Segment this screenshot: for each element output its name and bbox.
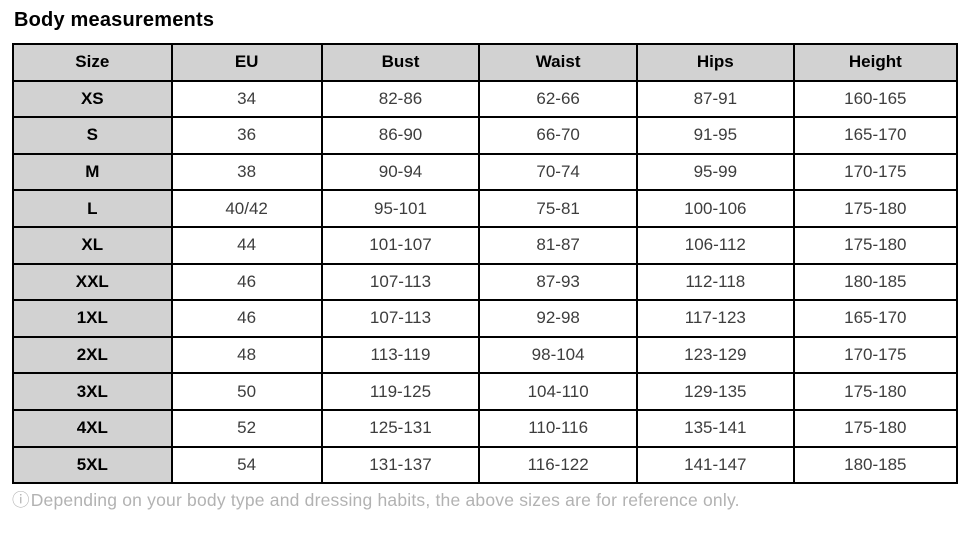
- value-cell: 123-129: [635, 335, 795, 375]
- value-cell: 86-90: [320, 116, 481, 155]
- table-row: 4XL 52 125-131 110-116 135-141 175-180: [12, 408, 959, 448]
- value-cell: 36: [170, 116, 323, 155]
- value-cell: 160-165: [792, 79, 959, 119]
- table-row: 2XL 48 113-119 98-104 123-129 170-175: [12, 335, 959, 375]
- value-cell: 175-180: [792, 189, 959, 228]
- value-cell: 62-66: [478, 79, 638, 119]
- value-cell: 113-119: [320, 335, 481, 375]
- value-cell: 90-94: [320, 152, 481, 192]
- value-cell: 46: [170, 262, 323, 302]
- table-row: L 40/42 95-101 75-81 100-106 175-180: [12, 189, 959, 228]
- table-row: M 38 90-94 70-74 95-99 170-175: [12, 152, 959, 192]
- col-header-height: Height: [792, 43, 959, 82]
- value-cell: 107-113: [320, 262, 481, 302]
- value-cell: 40/42: [170, 189, 323, 228]
- value-cell: 95-101: [320, 189, 481, 228]
- col-header-waist: Waist: [478, 43, 638, 82]
- value-cell: 116-122: [478, 445, 638, 485]
- value-cell: 175-180: [792, 408, 959, 448]
- footnote-text: Depending on your body type and dressing…: [30, 490, 740, 511]
- value-cell: 131-137: [320, 445, 481, 485]
- header-row: Size EU Bust Waist Hips Height: [12, 43, 959, 82]
- table-row: S 36 86-90 66-70 91-95 165-170: [12, 116, 959, 155]
- size-cell: 3XL: [12, 372, 173, 411]
- table-body: XS 34 82-86 62-66 87-91 160-165 S 36 86-90 66-70 9…: [12, 79, 959, 485]
- table-row: 1XL 46 107-113 92-98 117-123 165-170: [12, 299, 959, 338]
- value-cell: 180-185: [792, 445, 959, 485]
- size-chart-table: Size EU Bust Waist Hips Height XS 34 82-86…: [12, 43, 959, 485]
- value-cell: 135-141: [635, 408, 795, 448]
- size-cell: 2XL: [12, 335, 173, 375]
- table-row: 5XL 54 131-137 116-122 141-147 180-185: [12, 445, 959, 485]
- size-cell: M: [12, 152, 173, 192]
- col-header-hips: Hips: [635, 43, 795, 82]
- value-cell: 82-86: [320, 79, 481, 119]
- value-cell: 98-104: [478, 335, 638, 375]
- table-row: XL 44 101-107 81-87 106-112 175-180: [12, 225, 959, 265]
- value-cell: 52: [170, 408, 323, 448]
- value-cell: 95-99: [635, 152, 795, 192]
- table-row: XS 34 82-86 62-66 87-91 160-165: [12, 79, 959, 119]
- value-cell: 46: [170, 299, 323, 338]
- value-cell: 119-125: [320, 372, 481, 411]
- size-cell: 5XL: [12, 445, 173, 485]
- value-cell: 117-123: [635, 299, 795, 338]
- value-cell: 104-110: [478, 372, 638, 411]
- size-cell: 4XL: [12, 408, 173, 448]
- info-icon: ⓘ: [12, 490, 30, 511]
- value-cell: 50: [170, 372, 323, 411]
- table-row: 3XL 50 119-125 104-110 129-135 175-180: [12, 372, 959, 411]
- value-cell: 170-175: [792, 335, 959, 375]
- value-cell: 100-106: [635, 189, 795, 228]
- value-cell: 112-118: [635, 262, 795, 302]
- size-cell: XL: [12, 225, 173, 265]
- col-header-bust: Bust: [320, 43, 481, 82]
- value-cell: 70-74: [478, 152, 638, 192]
- table-row: XXL 46 107-113 87-93 112-118 180-185: [12, 262, 959, 302]
- value-cell: 180-185: [792, 262, 959, 302]
- value-cell: 54: [170, 445, 323, 485]
- size-cell: S: [12, 116, 173, 155]
- value-cell: 107-113: [320, 299, 481, 338]
- size-cell: 1XL: [12, 299, 173, 338]
- value-cell: 106-112: [635, 225, 795, 265]
- value-cell: 34: [170, 79, 323, 119]
- value-cell: 48: [170, 335, 323, 375]
- size-cell: XXL: [12, 262, 173, 302]
- value-cell: 125-131: [320, 408, 481, 448]
- value-cell: 141-147: [635, 445, 795, 485]
- value-cell: 91-95: [635, 116, 795, 155]
- value-cell: 44: [170, 225, 323, 265]
- value-cell: 110-116: [478, 408, 638, 448]
- value-cell: 175-180: [792, 225, 959, 265]
- value-cell: 165-170: [792, 299, 959, 338]
- value-cell: 87-93: [478, 262, 638, 302]
- value-cell: 92-98: [478, 299, 638, 338]
- value-cell: 101-107: [320, 225, 481, 265]
- col-header-size: Size: [12, 43, 173, 82]
- size-cell: XS: [12, 79, 173, 119]
- value-cell: 75-81: [478, 189, 638, 228]
- value-cell: 81-87: [478, 225, 638, 265]
- footnote: ⓘDepending on your body type and dressin…: [12, 487, 971, 512]
- value-cell: 87-91: [635, 79, 795, 119]
- value-cell: 170-175: [792, 152, 959, 192]
- col-header-eu: EU: [170, 43, 323, 82]
- value-cell: 129-135: [635, 372, 795, 411]
- value-cell: 175-180: [792, 372, 959, 411]
- value-cell: 38: [170, 152, 323, 192]
- value-cell: 66-70: [478, 116, 638, 155]
- page-title: Body measurements: [14, 9, 215, 31]
- value-cell: 165-170: [792, 116, 959, 155]
- size-cell: L: [12, 189, 173, 228]
